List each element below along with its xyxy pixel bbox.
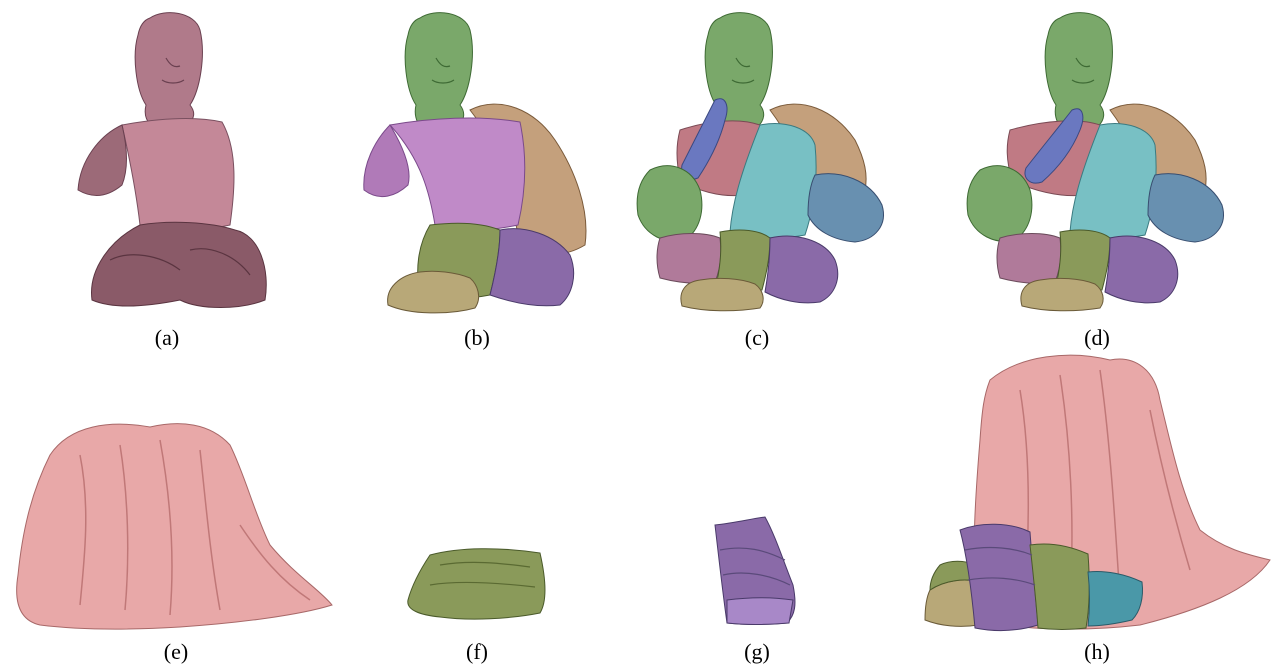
segment-chest-lilac	[389, 117, 526, 231]
segment-torso-cyan	[1069, 123, 1157, 239]
segment-knee-purple	[1104, 235, 1179, 304]
segment-foot-khaki	[387, 270, 480, 314]
caption-c: (c)	[744, 325, 770, 350]
segment-whole	[77, 12, 267, 308]
segment-knee-purple	[489, 228, 575, 307]
segment-left-arm-lilac	[363, 124, 410, 198]
segment-arm-steel	[807, 173, 884, 243]
segment-foot-khaki	[680, 277, 764, 312]
panel-e	[10, 415, 340, 635]
drapery-model-segmented	[924, 354, 1271, 632]
fragment-purple	[714, 516, 796, 625]
panel-g	[705, 515, 805, 625]
segment-arm-steel	[1147, 173, 1224, 243]
segment-lap-rose	[656, 233, 722, 284]
caption-a: (a)	[154, 325, 180, 350]
caption-d: (d)	[1084, 325, 1110, 350]
segment-drapery-pink	[16, 423, 333, 630]
panel-d	[960, 10, 1240, 315]
statue-upper-unsegmented	[77, 12, 267, 308]
segment-lap	[91, 221, 267, 308]
panel-a	[70, 10, 270, 315]
segment-lap-olive	[714, 229, 771, 293]
panel-h	[920, 350, 1275, 635]
segment-torso	[121, 118, 235, 231]
segment-lap-olive	[1054, 229, 1111, 293]
segment-torso-cyan	[729, 123, 817, 239]
statue-upper-refined-segmentation	[966, 12, 1224, 312]
segment-lap-rose	[996, 233, 1062, 284]
panel-b	[360, 10, 600, 315]
statue-upper-coarse-segmentation	[363, 12, 587, 314]
segment-left-arm	[77, 124, 127, 196]
caption-e: (e)	[163, 639, 189, 664]
caption-b: (b)	[464, 325, 490, 350]
segment-sleeve-green	[636, 165, 703, 242]
segment-head	[134, 12, 203, 130]
segment-fragment-green	[407, 548, 546, 620]
segment-base-teal	[1087, 571, 1143, 627]
statue-upper-fine-segmentation	[636, 12, 884, 312]
panel-f	[400, 545, 550, 625]
segment-sleeve-green	[966, 165, 1033, 242]
caption-g: (g)	[744, 639, 770, 664]
panel-c	[620, 10, 900, 315]
caption-f: (f)	[466, 639, 488, 664]
caption-h: (h)	[1084, 639, 1110, 664]
segment-head-green	[404, 12, 473, 134]
segment-hand-blue	[681, 98, 728, 180]
segment-knee-purple	[764, 235, 839, 304]
fragment-green	[407, 548, 546, 620]
segment-hand-blue	[1024, 108, 1084, 184]
segment-fragment-purple-base	[726, 597, 794, 625]
drapery-model-pink	[16, 423, 333, 630]
segment-base-olive	[1029, 543, 1090, 630]
segment-foot-khaki	[1020, 277, 1104, 312]
